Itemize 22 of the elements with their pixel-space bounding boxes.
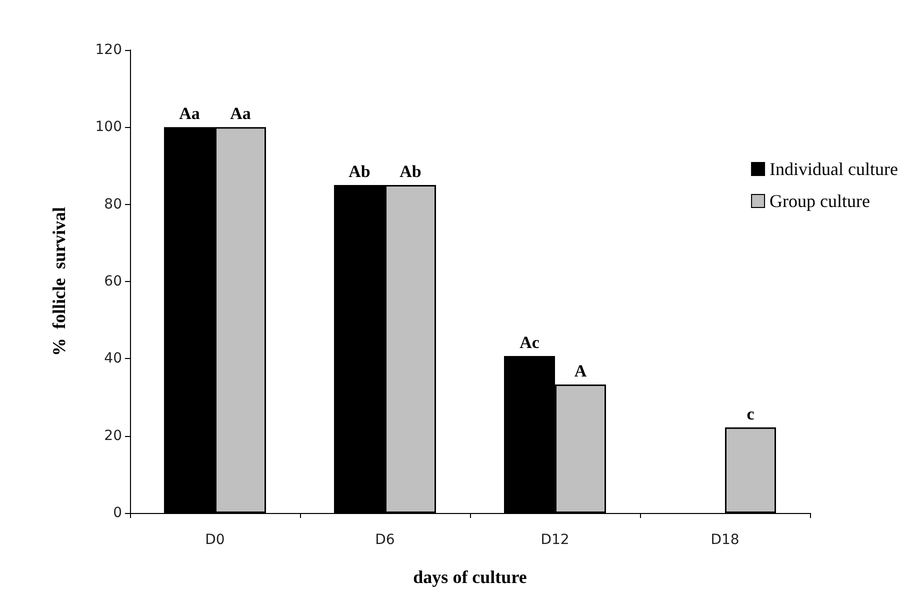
x-tick-label: D18 [710, 532, 740, 548]
x-tick-label: D0 [205, 532, 225, 548]
y-tick-label: 100 [95, 119, 122, 136]
x-tick-label: D6 [375, 532, 395, 548]
y-axis-title: % follicle survival [49, 207, 69, 356]
data-label: Aa [230, 104, 252, 124]
y-tick-label: 20 [104, 428, 122, 444]
y-tick-label: 80 [104, 196, 122, 212]
data-label: A [574, 362, 588, 381]
legend-label: Individual culture [770, 159, 898, 179]
y-tick-label: 0 [113, 505, 122, 521]
data-label: Ac [520, 332, 540, 352]
y-tick-label: 40 [104, 350, 122, 367]
legend-label: Group culture [770, 191, 870, 211]
data-label: Ab [400, 162, 422, 182]
x-axis-title: days of culture [413, 567, 527, 587]
y-tick-label: 120 [95, 42, 122, 58]
x-tick-label: D12 [540, 532, 570, 548]
data-label: c [746, 404, 755, 424]
data-label: Aa [179, 104, 200, 124]
data-label: Ab [348, 162, 370, 182]
y-tick-label: 60 [104, 274, 122, 290]
